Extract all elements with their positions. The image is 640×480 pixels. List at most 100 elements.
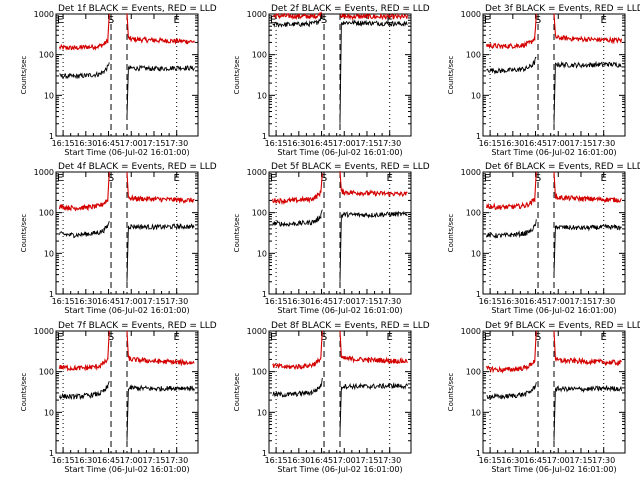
x-tick-label: 17:00 bbox=[547, 297, 570, 306]
x-tick-label: 17:30 bbox=[378, 139, 401, 148]
x-tick-label: 17:30 bbox=[378, 456, 401, 465]
y-axis-label: Counts/sec bbox=[447, 56, 455, 95]
y-tick-label: 100 bbox=[466, 368, 481, 377]
y-tick-label: 10 bbox=[44, 249, 54, 258]
y-tick-label: 1000 bbox=[461, 168, 481, 177]
marker-label-e: E bbox=[174, 173, 180, 184]
x-tick-label: 16:30 bbox=[501, 297, 524, 306]
marker-label-e: E bbox=[484, 173, 490, 184]
y-tick-label: 100 bbox=[252, 209, 267, 218]
marker-label-s: S bbox=[535, 15, 541, 26]
x-tick-label: 16:30 bbox=[501, 139, 524, 148]
marker-label-s: S bbox=[108, 173, 114, 184]
y-tick-label: 100 bbox=[39, 368, 54, 377]
marker-label-e: E bbox=[57, 332, 63, 343]
lld-trace bbox=[486, 330, 537, 374]
x-tick-label: 16:30 bbox=[74, 297, 97, 306]
lld-trace bbox=[126, 171, 195, 204]
plot-title: Det 2f BLACK = Events, RED = LLD bbox=[271, 4, 430, 14]
events-trace bbox=[339, 381, 408, 434]
x-tick-label: 16:30 bbox=[287, 139, 310, 148]
events-trace bbox=[553, 60, 622, 124]
y-tick-label: 1000 bbox=[247, 327, 267, 336]
events-trace bbox=[272, 377, 323, 398]
y-tick-label: 10 bbox=[257, 91, 267, 100]
detector-plot-4: Det 4f BLACK = Events, RED = LLD 1000 100 1… bbox=[20, 162, 217, 315]
x-tick-label: 17:15 bbox=[355, 297, 378, 306]
x-tick-label: 16:45 bbox=[97, 456, 120, 465]
events-trace bbox=[339, 19, 408, 124]
x-tick-label: 17:00 bbox=[547, 456, 570, 465]
x-tick-label: 16:15 bbox=[265, 139, 288, 148]
y-tick-label: 10 bbox=[44, 91, 54, 100]
x-tick-label: 17:30 bbox=[592, 456, 615, 465]
y-tick-label: 1 bbox=[49, 290, 54, 299]
plot-title: Det 1f BLACK = Events, RED = LLD bbox=[58, 4, 217, 14]
marker-label-e: E bbox=[270, 332, 276, 343]
x-tick-label: 16:15 bbox=[265, 297, 288, 306]
y-tick-label: 100 bbox=[39, 51, 54, 60]
marker-label-s: S bbox=[108, 332, 114, 343]
x-tick-label: 16:15 bbox=[52, 297, 75, 306]
events-trace bbox=[553, 384, 622, 441]
x-tick-label: 17:15 bbox=[142, 456, 165, 465]
x-tick-label: 17:30 bbox=[165, 139, 188, 148]
y-tick-label: 10 bbox=[471, 91, 481, 100]
lld-trace bbox=[486, 171, 537, 210]
detector-plot-5: Det 5f BLACK = Events, RED = LLD 1000 100 1… bbox=[233, 162, 430, 315]
x-axis-label: Start Time (06-Jul-02 16:01:00) bbox=[64, 465, 189, 474]
y-axis-label: Counts/sec bbox=[20, 214, 28, 253]
marker-label-e: E bbox=[601, 173, 607, 184]
x-tick-label: 17:30 bbox=[165, 297, 188, 306]
x-axis-label: Start Time (06-Jul-02 16:01:00) bbox=[64, 148, 189, 157]
x-axis-label: Start Time (06-Jul-02 16:01:00) bbox=[277, 306, 402, 315]
marker-label-e: E bbox=[387, 173, 393, 184]
lld-trace bbox=[486, 13, 537, 50]
marker-label-s: S bbox=[535, 173, 541, 184]
x-tick-label: 16:45 bbox=[524, 297, 547, 306]
y-axis-label: Counts/sec bbox=[233, 214, 241, 253]
x-tick-label: 16:45 bbox=[97, 297, 120, 306]
y-tick-label: 1000 bbox=[461, 10, 481, 19]
marker-label-s: S bbox=[321, 173, 327, 184]
x-tick-label: 17:15 bbox=[142, 139, 165, 148]
x-tick-label: 17:15 bbox=[569, 139, 592, 148]
marker-label-e: E bbox=[387, 332, 393, 343]
x-tick-label: 17:30 bbox=[165, 456, 188, 465]
lld-trace bbox=[339, 330, 408, 365]
marker-label-e: E bbox=[174, 15, 180, 26]
events-trace bbox=[486, 56, 537, 75]
y-tick-label: 10 bbox=[257, 249, 267, 258]
y-axis-label: Counts/sec bbox=[447, 373, 455, 412]
lld-trace bbox=[126, 330, 195, 367]
marker-label-e: E bbox=[601, 332, 607, 343]
y-tick-label: 1 bbox=[262, 290, 267, 299]
plot-title: Det 3f BLACK = Events, RED = LLD bbox=[485, 4, 640, 14]
events-trace bbox=[272, 12, 323, 28]
x-axis-label: Start Time (06-Jul-02 16:01:00) bbox=[491, 148, 616, 157]
y-tick-label: 1 bbox=[476, 290, 481, 299]
y-axis-label: Counts/sec bbox=[20, 56, 28, 95]
events-trace bbox=[126, 384, 195, 441]
x-tick-label: 17:00 bbox=[120, 139, 143, 148]
x-axis-label: Start Time (06-Jul-02 16:01:00) bbox=[491, 465, 616, 474]
events-trace bbox=[339, 210, 408, 282]
plot-title: Det 7f BLACK = Events, RED = LLD bbox=[58, 321, 217, 331]
marker-label-s: S bbox=[321, 15, 327, 26]
x-tick-label: 16:15 bbox=[52, 456, 75, 465]
lld-trace bbox=[58, 13, 110, 51]
detector-plot-9: Det 9f BLACK = Events, RED = LLD 1000 100 1… bbox=[447, 321, 640, 474]
lld-trace bbox=[339, 171, 408, 198]
x-tick-label: 17:00 bbox=[333, 456, 356, 465]
x-axis-label: Start Time (06-Jul-02 16:01:00) bbox=[277, 465, 402, 474]
x-tick-label: 16:15 bbox=[265, 456, 288, 465]
x-tick-label: 16:15 bbox=[479, 456, 502, 465]
y-tick-label: 1000 bbox=[461, 327, 481, 336]
detector-plot-7: Det 7f BLACK = Events, RED = LLD 1000 100 1… bbox=[20, 321, 217, 474]
detector-plot-1: Det 1f BLACK = Events, RED = LLD 1000 100 1… bbox=[20, 4, 217, 157]
x-tick-label: 16:45 bbox=[97, 139, 120, 148]
x-tick-label: 16:30 bbox=[74, 139, 97, 148]
y-tick-label: 10 bbox=[44, 408, 54, 417]
x-tick-label: 17:00 bbox=[333, 139, 356, 148]
